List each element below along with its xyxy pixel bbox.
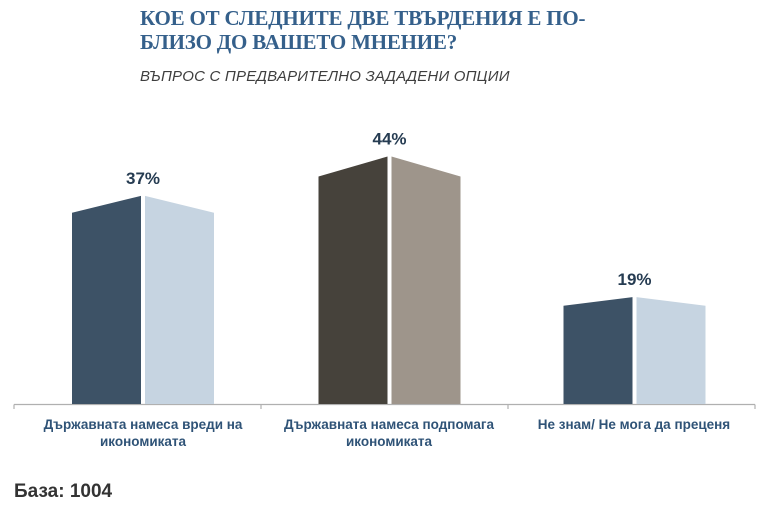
value-label: 44% — [372, 130, 406, 149]
bar-left-face — [72, 195, 141, 404]
category-label-2: Държавната намеса подпомага икономиката — [284, 417, 494, 449]
bar-right-face — [391, 156, 461, 404]
chart-subtitle: ВЪПРОС С ПРЕДВАРИТЕЛНО ЗАДАДЕНИ ОПЦИИ — [140, 68, 510, 85]
bar-1: 37% — [72, 169, 214, 404]
chart-title: КОЕ ОТ СЛЕДНИТЕ ДВЕ ТВЪРДЕНИЯ Е ПО- БЛИЗ… — [140, 6, 585, 54]
bar-2: 44% — [318, 130, 461, 404]
category-label-1: Държавната намеса вреди на икономиката — [43, 417, 243, 449]
category-label-3: Не знам/ Не мога да преценя — [537, 417, 731, 432]
chart-title-line2: БЛИЗО ДО ВАШЕТО МНЕНИЕ? — [140, 30, 458, 54]
chart-header: КОЕ ОТ СЛЕДНИТЕ ДВЕ ТВЪРДЕНИЯ Е ПО- БЛИЗ… — [140, 6, 585, 85]
bar-right-face — [145, 195, 214, 404]
bar-3: 19% — [563, 270, 706, 404]
bar-right-face — [636, 297, 706, 404]
chart-title-line1: КОЕ ОТ СЛЕДНИТЕ ДВЕ ТВЪРДЕНИЯ Е ПО- — [140, 6, 586, 30]
bar-left-face — [563, 297, 633, 404]
base-note: База: 1004 — [14, 481, 113, 502]
value-label: 37% — [126, 169, 160, 188]
bar-left-face — [318, 156, 388, 404]
value-label: 19% — [617, 270, 651, 289]
